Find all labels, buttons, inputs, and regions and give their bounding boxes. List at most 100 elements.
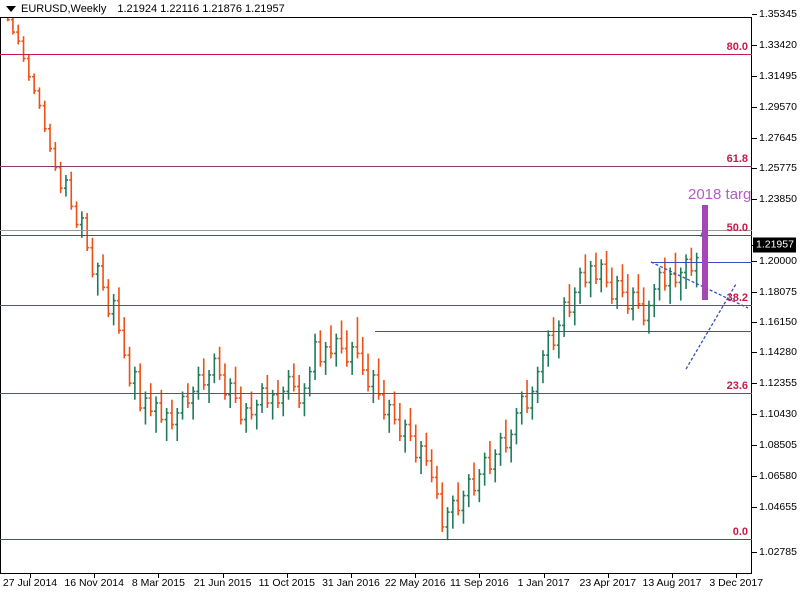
ohlc-bar	[26, 54, 31, 81]
ohlc-bar	[472, 462, 477, 496]
ohlc-bar	[116, 287, 121, 334]
price-axis-tick	[752, 322, 757, 323]
ohlc-bar	[164, 407, 169, 442]
symbol-label: EURUSD,Weekly	[21, 3, 107, 15]
chart-header: EURUSD,Weekly 1.21924 1.22116 1.21876 1.…	[0, 0, 800, 18]
ohlc-bar	[95, 262, 100, 296]
price-axis-tick	[752, 414, 757, 415]
price-axis-tick	[752, 199, 757, 200]
fib-level-label: 38.2	[726, 291, 748, 304]
ohlc-bar	[138, 363, 143, 412]
ohlc-bar	[540, 350, 545, 384]
price-axis-tick	[752, 476, 757, 477]
ohlc-bar	[175, 407, 180, 442]
ohlc-bar	[429, 449, 434, 483]
date-axis[interactable]: 27 Jul 2014 16 Nov 2014 8 Mar 2015 21 Jun 2…	[0, 574, 800, 600]
ohlc-bar	[387, 399, 392, 433]
ohlc-bar	[694, 252, 699, 288]
ohlc-bar	[408, 407, 413, 442]
date-axis-tick	[94, 574, 96, 578]
ohlc-bar	[392, 391, 397, 425]
price-axis-tick	[752, 107, 757, 108]
ohlc-bar	[376, 358, 381, 400]
price-axis-tick	[752, 14, 757, 15]
date-axis-label: 11 Oct 2015	[258, 577, 316, 589]
fib-level-line	[0, 54, 752, 56]
price-axis-tick	[752, 45, 757, 46]
ohlc-bar	[191, 386, 196, 420]
price-axis-label: 1.33420	[759, 39, 797, 51]
ohlc-bar	[530, 386, 535, 420]
ohlc-bar	[85, 213, 90, 252]
ohlc-bar	[159, 389, 164, 423]
ohlc-bar	[498, 432, 503, 466]
ohlc-bar	[69, 171, 74, 210]
ohlc-bar	[625, 274, 630, 314]
triangle-down-icon[interactable]	[6, 6, 16, 12]
plot-area[interactable]: 80.0 61.8 50.0 38.2 23.6 0.0 2018 target	[0, 18, 752, 574]
ohlc-bar	[249, 391, 254, 420]
ohlc-bar	[684, 254, 689, 290]
date-axis-tick	[607, 574, 609, 578]
date-axis-tick	[286, 574, 288, 578]
ohlc-bar	[122, 317, 127, 359]
fib-level-line	[0, 538, 752, 540]
ohlc-bar	[493, 449, 498, 483]
fib-level-label: 23.6	[726, 380, 748, 393]
ohlc-bar	[148, 383, 153, 417]
price-axis-label: 1.25775	[759, 162, 797, 174]
ohlc-bar	[217, 346, 222, 380]
ohlc-bar	[74, 201, 79, 228]
price-axis-label: 1.31495	[759, 70, 797, 82]
ohlc-bar	[482, 452, 487, 486]
price-axis-tick	[752, 445, 757, 446]
price-axis-label: 1.23850	[759, 193, 797, 205]
ohlc-bar	[238, 386, 243, 425]
ohlc-bar	[196, 366, 201, 400]
ohlc-bar	[143, 391, 148, 425]
date-axis-tick	[415, 574, 417, 578]
ohlc-bar	[403, 419, 408, 453]
date-axis-tick	[479, 574, 481, 578]
ohlc-bar	[350, 341, 355, 375]
ohlc-bar	[254, 399, 259, 430]
ohlc-bar	[323, 341, 328, 375]
date-axis-tick	[736, 574, 738, 578]
ohlc-bar	[79, 211, 84, 238]
ohlc-bar	[397, 403, 402, 442]
ohlc-bar	[307, 366, 312, 397]
plot-right-border	[751, 18, 752, 574]
date-axis-label: 3 Dec 2017	[709, 577, 764, 589]
ohlc-bar	[169, 399, 174, 430]
price-axis-label: 1.12355	[759, 377, 797, 389]
ohlc-bar	[419, 441, 424, 475]
ohlc-bar	[668, 267, 673, 304]
ohlc-bar	[593, 252, 598, 285]
date-axis-label: 23 Apr 2017	[579, 577, 637, 589]
ohlc-bar	[615, 275, 620, 309]
price-axis-label: 1.18075	[759, 286, 797, 298]
up-arrow-icon	[702, 205, 708, 300]
resistance-line	[651, 261, 752, 263]
ohlc-bar	[101, 254, 106, 291]
ohlc-values: 1.21924 1.22116 1.21876 1.21957	[117, 3, 285, 15]
price-axis[interactable]: 1.35345 1.33420 1.31495 1.29570 1.27645 1.257…	[752, 8, 800, 574]
ohlc-bar	[42, 100, 47, 133]
price-axis-tick	[752, 138, 757, 139]
support-line	[375, 331, 752, 333]
ohlc-bar	[313, 333, 318, 380]
descending-wedge-top	[650, 261, 749, 309]
ohlc-bar	[355, 317, 360, 359]
ohlc-bar	[212, 353, 217, 384]
ohlc-bar	[525, 379, 530, 413]
ohlc-bar	[572, 287, 577, 326]
fib-level-line	[0, 304, 752, 306]
fib-level-label: 0.0	[732, 525, 748, 538]
ohlc-bar	[546, 330, 551, 367]
ohlc-bar	[562, 297, 567, 337]
ohlc-bar	[599, 259, 604, 293]
ohlc-bar	[58, 161, 63, 194]
ohlc-bar	[620, 264, 625, 298]
ohlc-bar	[297, 374, 302, 408]
ohlc-bar	[127, 346, 132, 387]
